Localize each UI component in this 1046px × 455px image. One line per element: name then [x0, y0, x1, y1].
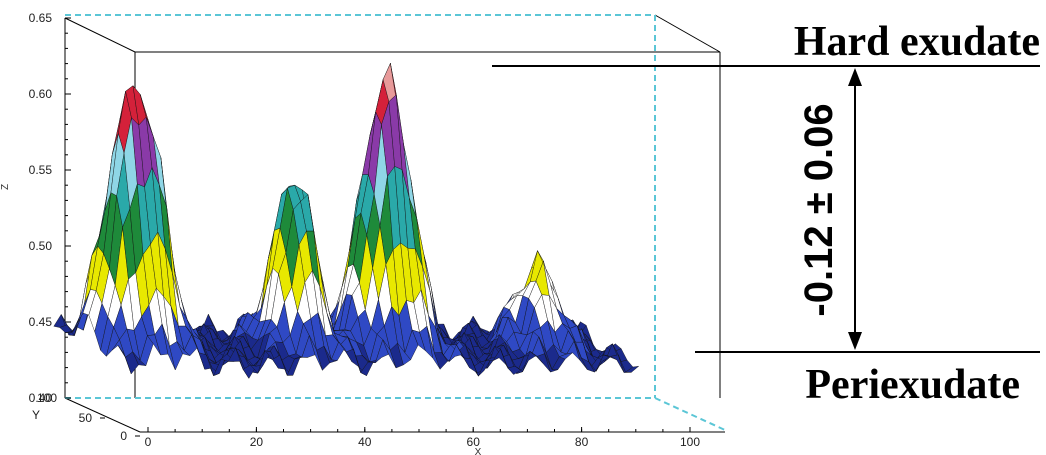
difference-label: -0.12 ± 0.06 — [797, 103, 841, 316]
z-tick-label: 0.50 — [29, 239, 53, 253]
y-tick-label: 0 — [120, 429, 127, 443]
y-tick-label: 50 — [79, 411, 93, 425]
arrow-head-up — [848, 68, 862, 86]
arrow-head-down — [848, 332, 862, 350]
z-axis-label: Z — [0, 184, 11, 190]
x-tick-label: 80 — [575, 435, 589, 449]
y-axis-label: Y — [32, 408, 40, 422]
surface-facet — [624, 365, 640, 373]
z-tick-label: 0.45 — [29, 315, 53, 329]
x-axis: 0 20 40 60 80 100 X — [145, 427, 700, 455]
z-tick-label: 0.40 — [29, 391, 53, 405]
z-axis: 0.65 0.60 0.55 0.50 0.45 0.40 Z — [0, 11, 71, 405]
y-tick-label: 100 — [37, 391, 57, 405]
x-tick-label: 0 — [145, 435, 152, 449]
x-axis-label: X — [475, 447, 482, 455]
z-tick-label: 0.55 — [29, 163, 53, 177]
z-tick-label: 0.65 — [29, 11, 53, 25]
annotation-group: Hard exudate Periexudate -0.12 ± 0.06 — [492, 19, 1040, 408]
plot-box-dashed-edges — [65, 14, 726, 431]
z-tick-label: 0.60 — [29, 87, 53, 101]
box-edge-front-bottom-diag — [64, 397, 141, 433]
x-tick-label: 20 — [250, 435, 264, 449]
box-edge-top-right-diag — [654, 14, 721, 53]
surface-mesh — [53, 62, 640, 379]
box-edge-top-left-diag — [64, 17, 136, 53]
x-tick-label: 60 — [467, 435, 481, 449]
periexudate-label: Periexudate — [805, 362, 1020, 408]
box-dashed-diag — [654, 397, 726, 431]
x-tick-label: 100 — [680, 435, 700, 449]
hard-exudate-label: Hard exudate — [794, 19, 1040, 65]
x-tick-label: 40 — [358, 435, 372, 449]
y-axis: 100 50 0 Y — [32, 391, 140, 443]
